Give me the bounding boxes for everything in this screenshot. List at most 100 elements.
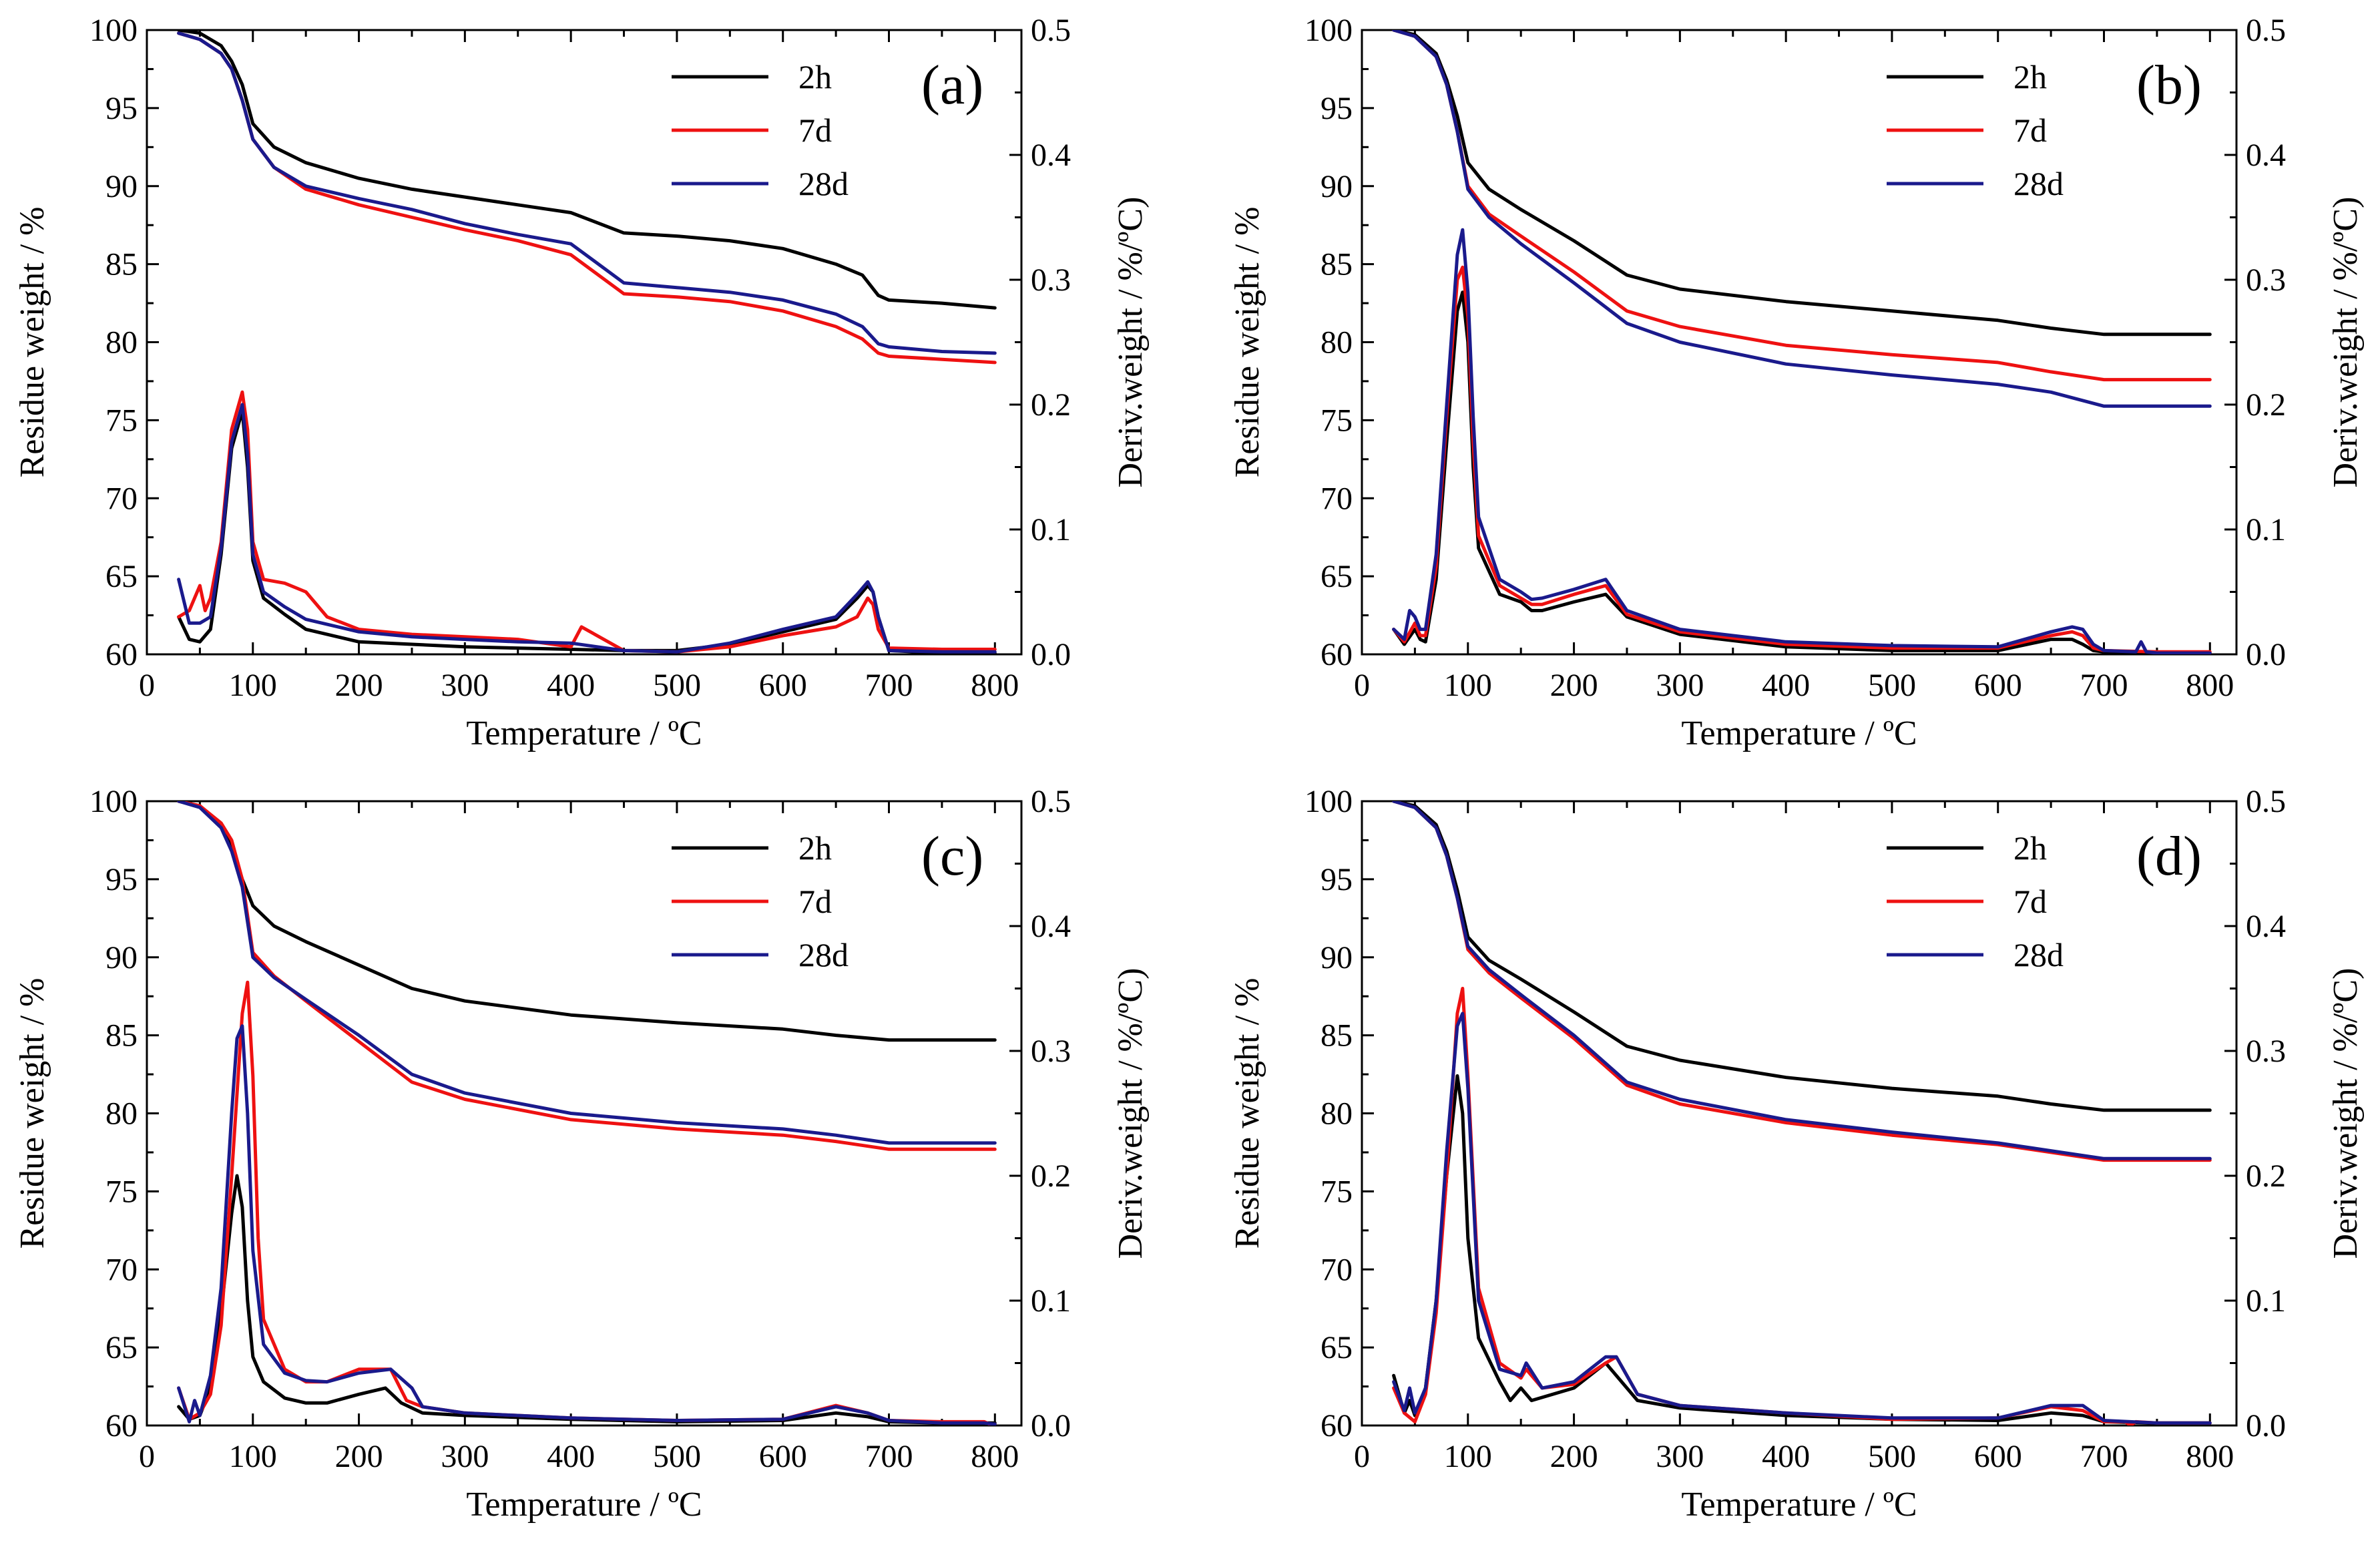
x-tick-label: 400: [547, 1439, 595, 1474]
y-tick-label: 70: [1321, 481, 1353, 516]
chart-panel-d: 0 100 200 300 400 500 600 700 800 60 65 70 75 80 85 90 9…: [1228, 784, 2365, 1524]
series-line-28d-derivative: [177, 1024, 997, 1425]
x-axis-title: Temperature / ºC: [1681, 714, 1917, 752]
x-tick-label: 600: [1974, 1439, 2022, 1474]
x-tick-label: 300: [1656, 668, 1704, 703]
y-tick-label: 60: [1321, 1408, 1353, 1444]
x-tick-label: 700: [2080, 1439, 2128, 1474]
x-tick-label: 700: [865, 668, 913, 703]
plot-frame: [1361, 800, 2238, 1427]
y-tick-label: 60: [1321, 637, 1353, 672]
y2-tick-label: 0.5: [1031, 13, 1071, 48]
x-tick-label: 600: [759, 1439, 807, 1474]
y2-tick-label: 0.2: [1031, 1158, 1071, 1194]
y2-tick-label: 0.5: [2246, 784, 2286, 819]
y-tick-label: 70: [105, 1252, 138, 1287]
x-tick-label: 600: [1974, 668, 2022, 703]
series-line-2h-derivative: [1392, 290, 2212, 654]
legend-label-7d: 7d: [798, 112, 832, 149]
series-line-2h-residue: [177, 801, 997, 1042]
legend-label-2h: 2h: [2013, 58, 2047, 95]
y2-tick-label: 0.5: [1031, 784, 1071, 819]
x-tick-label: 100: [1444, 1439, 1492, 1474]
y-axis-title: Residue weight / %: [13, 207, 51, 478]
y2-tick-label: 0.1: [1031, 1283, 1071, 1319]
series-line-2h-derivative: [177, 1174, 997, 1425]
series-line-2h-residue: [1392, 30, 2212, 337]
y2-tick-label: 0.2: [2246, 387, 2286, 423]
series-line-7d-derivative: [177, 390, 997, 654]
y-tick-label: 90: [1321, 169, 1353, 204]
y-tick-label: 95: [105, 862, 138, 897]
series-line-7d-residue: [177, 801, 997, 1151]
x-tick-label: 100: [229, 1439, 277, 1474]
plot-frame: [146, 29, 1023, 656]
legend-label-2h: 2h: [798, 829, 832, 867]
y-tick-label: 95: [105, 91, 138, 126]
y2-tick-label: 0.1: [2246, 1283, 2286, 1319]
x-tick-label: 800: [2186, 668, 2234, 703]
series-line-7d-residue: [1392, 801, 2212, 1162]
y-tick-label: 100: [89, 784, 138, 819]
y-tick-label: 80: [105, 325, 138, 361]
y-tick-label: 70: [105, 481, 138, 516]
y-tick-label: 90: [105, 169, 138, 204]
x-tick-label: 0: [1354, 668, 1370, 703]
legend-label-7d: 7d: [2013, 883, 2047, 920]
legend-label-28d: 28d: [2013, 165, 2064, 202]
y-tick-label: 100: [1304, 13, 1353, 48]
y-tick-label: 100: [1304, 784, 1353, 819]
y2-tick-label: 0.1: [1031, 512, 1071, 547]
panel-label: (a): [921, 54, 983, 116]
y2-tick-label: 0.0: [2246, 637, 2286, 672]
y2-tick-label: 0.4: [2246, 138, 2286, 173]
y-tick-label: 85: [1321, 1018, 1353, 1054]
y2-tick-label: 0.5: [2246, 13, 2286, 48]
legend-label-28d: 28d: [798, 936, 849, 973]
y-tick-label: 75: [1321, 1174, 1353, 1209]
chart-panel-b: 0 100 200 300 400 500 600 700 800 60 65 70 75 80 85 90 9…: [1228, 13, 2365, 752]
y2-tick-label: 0.3: [1031, 262, 1071, 298]
y2-tick-label: 0.0: [1031, 1408, 1071, 1444]
legend-label-28d: 28d: [798, 165, 849, 202]
x-tick-label: 700: [865, 1439, 913, 1474]
x-tick-label: 300: [441, 668, 489, 703]
y-tick-label: 60: [105, 637, 138, 672]
legend-label-2h: 2h: [2013, 829, 2047, 867]
y-tick-label: 95: [1321, 862, 1353, 897]
x-tick-label: 400: [1762, 668, 1810, 703]
x-tick-label: 500: [1868, 668, 1916, 703]
x-tick-label: 200: [335, 1439, 383, 1474]
legend-label-7d: 7d: [2013, 112, 2047, 149]
x-tick-label: 0: [139, 1439, 155, 1474]
y-tick-label: 80: [105, 1096, 138, 1132]
x-tick-label: 100: [229, 668, 277, 703]
series-line-28d-derivative: [1392, 1012, 2212, 1425]
y-axis-title: Residue weight / %: [1228, 978, 1266, 1249]
y2-tick-label: 0.4: [1031, 138, 1071, 173]
legend-label-7d: 7d: [798, 883, 832, 920]
x-tick-label: 800: [971, 668, 1019, 703]
y-tick-label: 80: [1321, 1096, 1353, 1132]
y-tick-label: 70: [1321, 1252, 1353, 1287]
y2-tick-label: 0.2: [1031, 387, 1071, 423]
y-tick-label: 90: [105, 940, 138, 975]
x-tick-label: 700: [2080, 668, 2128, 703]
x-tick-label: 500: [653, 1439, 701, 1474]
x-tick-label: 400: [547, 668, 595, 703]
series-line-7d-derivative: [1392, 265, 2212, 654]
legend-label-28d: 28d: [2013, 936, 2064, 973]
chart-panel-a: 0 100 200 300 400 500 600 700 800 60 65 70 75 80 85 90 9…: [13, 13, 1150, 752]
x-tick-label: 100: [1444, 668, 1492, 703]
x-tick-label: 800: [2186, 1439, 2234, 1474]
x-tick-label: 800: [971, 1439, 1019, 1474]
y-tick-label: 85: [105, 1018, 138, 1054]
x-tick-label: 300: [1656, 1439, 1704, 1474]
series-line-7d-residue: [177, 31, 997, 365]
series-line-2h-derivative: [1392, 1074, 2212, 1425]
series-line-28d-derivative: [177, 403, 997, 654]
x-axis-title: Temperature / ºC: [466, 714, 702, 752]
y-axis-title: Residue weight / %: [1228, 207, 1266, 478]
y-tick-label: 60: [105, 1408, 138, 1444]
